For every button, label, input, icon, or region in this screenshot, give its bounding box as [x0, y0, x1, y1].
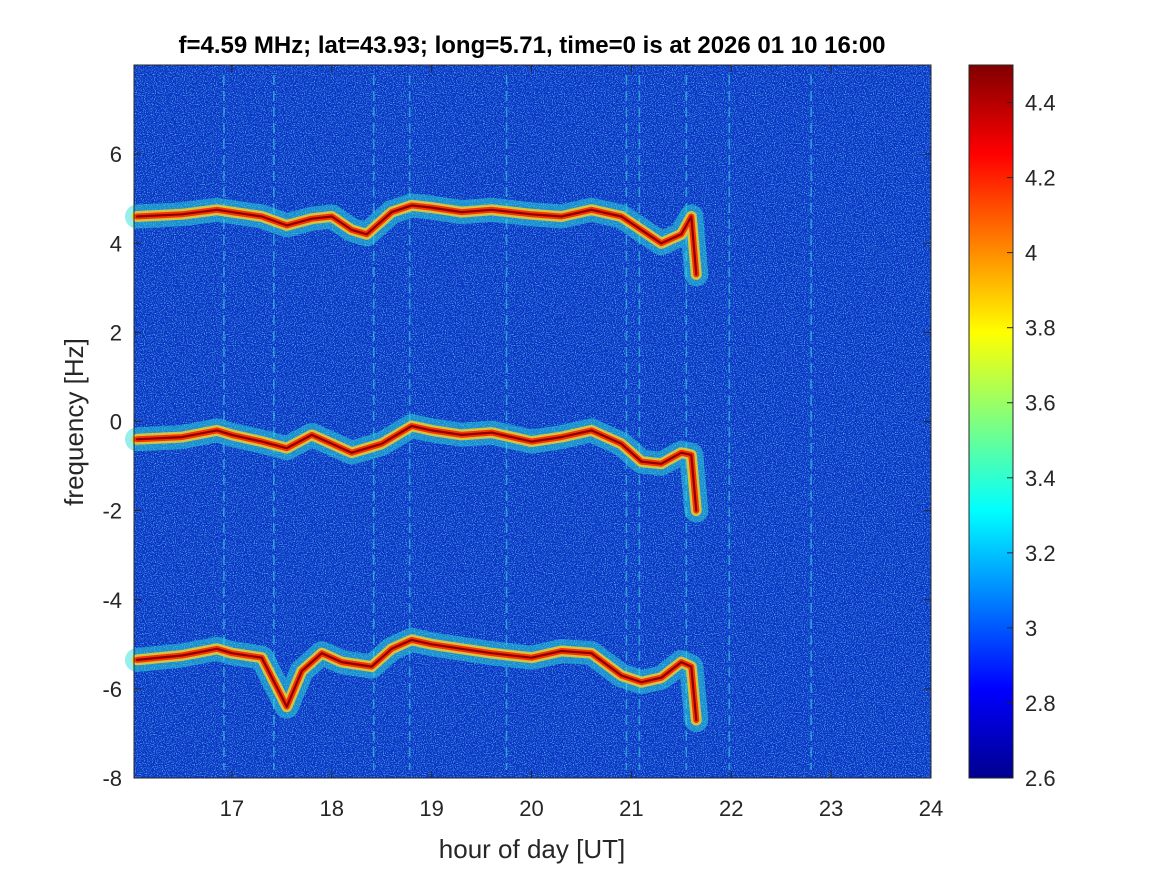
- x-tick-label: 22: [719, 796, 743, 821]
- trace-line: [135, 638, 698, 722]
- y-tick-label: -8: [102, 766, 122, 791]
- colorbar-tick-label: 2.6: [1025, 766, 1056, 791]
- y-tick-label: -6: [102, 677, 122, 702]
- colorbar-tick-label: 2.8: [1025, 691, 1056, 716]
- colorbar-ticks: 2.6 2.8 3 3.2 3.4 3.6 3.8 4 4.2 4.4: [1007, 91, 1056, 791]
- y-tick-label: 2: [110, 320, 122, 345]
- colorbar-tick-label: 4: [1025, 241, 1037, 266]
- trace-layer: [125, 193, 709, 733]
- y-tick-label: 6: [110, 142, 122, 167]
- colorbar-tick-label: 3.2: [1025, 541, 1056, 566]
- x-tick-label: 17: [220, 796, 244, 821]
- plot-area: [125, 64, 932, 779]
- colorbar-tick-label: 4.4: [1025, 91, 1056, 116]
- x-tick-label: 19: [419, 796, 443, 821]
- colorbar-tick-label: 4.2: [1025, 166, 1056, 191]
- x-tick-label: 20: [519, 796, 543, 821]
- y-tick-label: -2: [102, 499, 122, 524]
- colorbar-tick-label: 3.8: [1025, 316, 1056, 341]
- y-tick-label: -4: [102, 588, 122, 613]
- colorbar-tick-label: 3.6: [1025, 391, 1056, 416]
- x-tick-label: 24: [919, 796, 943, 821]
- trace-line: [135, 204, 698, 276]
- chart-title: f=4.59 MHz; lat=43.93; long=5.71, time=0…: [178, 32, 885, 59]
- trace-line: [135, 424, 698, 512]
- colorbar-tick-label: 3.4: [1025, 466, 1056, 491]
- colorbar-tick-label: 3: [1025, 616, 1037, 641]
- y-axis: -8 -6 -4 -2 0 2 4 6: [102, 142, 931, 791]
- x-tick-label: 21: [619, 796, 643, 821]
- y-tick-label: 0: [110, 410, 122, 435]
- x-axis-label: hour of day [UT]: [439, 834, 625, 864]
- colorbar-strip: [968, 64, 1014, 779]
- colorbar: 2.6 2.8 3 3.2 3.4 3.6 3.8 4 4.2 4.4: [968, 64, 1056, 791]
- x-axis: 17 18 19 20 21 22 23 24: [220, 65, 943, 821]
- y-axis-label: frequency [Hz]: [59, 338, 89, 506]
- y-tick-label: 4: [110, 231, 122, 256]
- x-tick-label: 18: [320, 796, 344, 821]
- x-tick-label: 23: [819, 796, 843, 821]
